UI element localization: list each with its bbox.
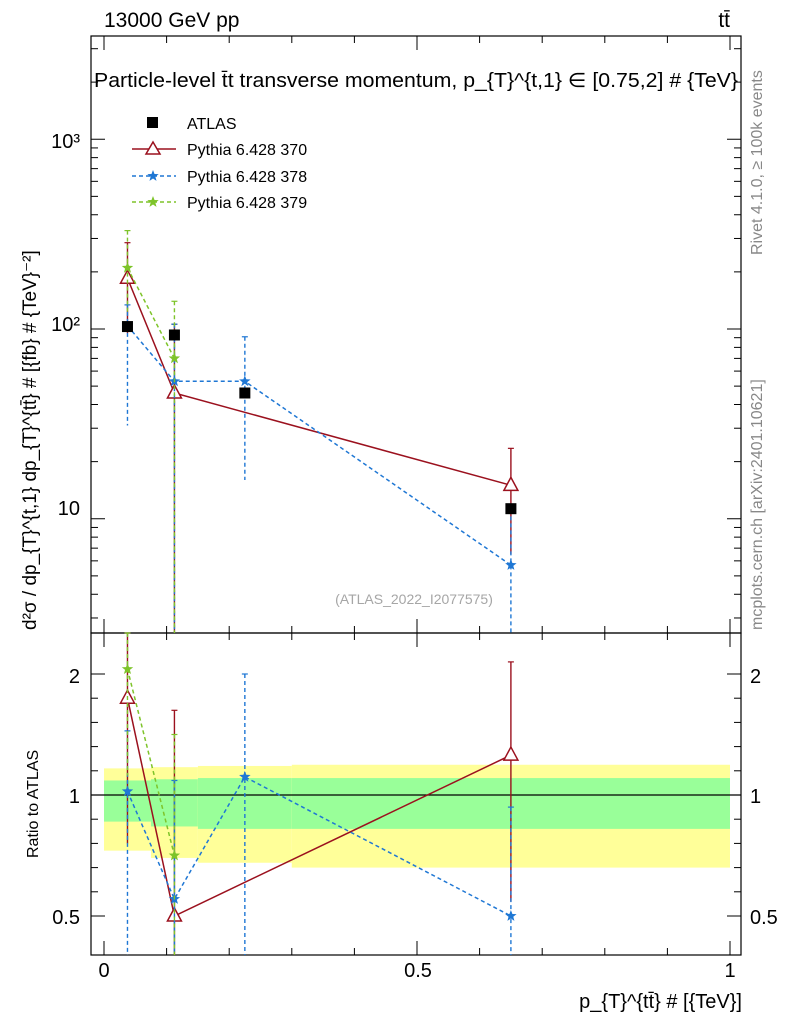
pythia-6-428-378-point [505,559,517,570]
atlas-point [168,329,180,341]
pythia-6-428-378-point [505,910,517,921]
pythia-6-428-378-point [239,770,251,782]
main-ytick-label-1000: 10³ [51,131,80,153]
ratio-xtick-label-0: 0 [98,960,109,982]
atlas-point [121,321,133,333]
pythia-6-428-379-line [126,267,176,359]
main-ylabel: d²σ / dp_{T}^{t,1} dp_{T}^{tt̄} # [{fb} … [20,250,41,630]
legend-label-379: Pythia 6.428 379 [187,195,307,212]
main-ytick-label-100: 10² [51,314,80,336]
ratio-plot-frame [90,632,742,956]
ratio-uncertainty-bands [91,764,741,868]
legend-label-378: Pythia 6.428 378 [187,169,307,186]
pythia-6-428-379-point [168,849,181,861]
rivet-version-label: Rivet 4.1.0, ≥ 100k events [749,70,766,255]
ratio-ytick-label-1-right: 1 [750,786,761,808]
pythia-6-428-378-point [239,375,251,387]
ratio-data-marks [119,632,520,955]
ratio-ytick-label-0.5-left: 0.5 [52,907,80,929]
ratio-xtick-label-1: 1 [724,960,735,982]
pythia-6-428-379-point [121,261,134,273]
pythia-6-428-379-point [168,352,181,364]
atlas-point [505,503,517,515]
analysis-watermark: (ATLAS_2022_I2077575) [335,591,493,607]
pythia-6-428-370-line [126,278,512,487]
ratio-ytick-label-2-right: 2 [750,666,761,688]
mcplots-source-label: mcplots.cern.ch [arXiv:2401.10621] [749,379,766,630]
ratio-xtick-label-0.5: 0.5 [404,960,432,982]
pythia-6-428-378-line [126,325,512,566]
atlas-point [239,387,251,399]
legend-379-marker [147,196,159,207]
ratio-xlabel: p_{T}^{tt̄} # [{TeV}] [579,991,742,1013]
legend-atlas-marker [147,117,158,128]
legend-370-marker [144,140,162,155]
axis-ticks [91,36,741,955]
ratio-ytick-label-1-left: 1 [69,786,80,808]
header-collision-label: 13000 GeV pp [104,9,239,32]
main-data-marks [119,230,520,633]
pythia-6-428-370-point [502,745,520,761]
ratio-ytick-label-0.5-right: 0.5 [750,907,778,929]
pythia-6-428-370-point [502,475,520,492]
header-process-label: tt̄ [718,9,730,32]
legend-378-marker [147,170,159,181]
pythia-6-428-379-point [121,663,134,674]
legend-label-atlas: ATLAS [187,116,237,133]
pythia-6-428-378-line [126,775,512,917]
main-ytick-label-10: 10 [58,498,80,520]
pythia-6-428-378-point [121,785,134,797]
legend-label-370: Pythia 6.428 370 [187,142,307,159]
legend: ATLAS Pythia 6.428 370 Pythia 6.428 378 … [132,116,307,212]
ratio-ytick-label-2-left: 2 [69,666,80,688]
ratio-ylabel: Ratio to ATLAS [25,750,42,858]
chart-title: Particle-level t̄t transverse momentum, … [94,70,738,92]
